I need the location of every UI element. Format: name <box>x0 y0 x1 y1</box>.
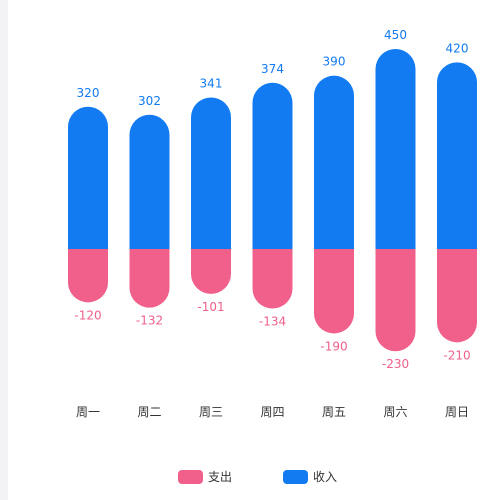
bar-income-2[interactable] <box>191 97 231 249</box>
legend: 支出 收入 <box>0 468 500 488</box>
category-label-0: 周一 <box>76 405 100 419</box>
category-label-3: 周四 <box>260 405 284 419</box>
legend-label-expense: 支出 <box>208 470 233 484</box>
value-label-income-3: 374 <box>261 62 284 76</box>
bar-income-6[interactable] <box>437 62 477 249</box>
value-label-income-4: 390 <box>323 55 346 69</box>
legend-item-expense[interactable]: 支出 <box>178 468 232 485</box>
bar-expense-6[interactable] <box>437 249 477 343</box>
value-label-income-5: 450 <box>384 28 407 42</box>
category-label-1: 周二 <box>137 405 161 419</box>
category-label-4: 周五 <box>322 405 346 419</box>
bar-income-0[interactable] <box>68 106 108 249</box>
left-edge-strip <box>0 0 8 500</box>
bar-expense-4[interactable] <box>314 249 354 334</box>
value-label-expense-6: -210 <box>443 348 470 362</box>
category-label-5: 周六 <box>383 405 407 419</box>
bar-expense-5[interactable] <box>375 249 416 352</box>
value-label-expense-3: -134 <box>259 315 286 329</box>
bar-income-3[interactable] <box>252 82 293 250</box>
legend-swatch-expense <box>178 469 203 484</box>
bar-expense-2[interactable] <box>191 249 231 294</box>
value-label-expense-5: -230 <box>382 357 409 371</box>
bar-expense-0[interactable] <box>68 249 108 303</box>
value-label-income-6: 420 <box>446 41 469 55</box>
value-label-income-0: 320 <box>77 86 100 100</box>
value-label-income-1: 302 <box>138 94 161 108</box>
value-label-expense-2: -101 <box>197 300 224 314</box>
bar-income-5[interactable] <box>375 49 416 249</box>
value-label-expense-1: -132 <box>136 314 163 328</box>
value-label-income-2: 341 <box>200 76 223 90</box>
bar-expense-3[interactable] <box>252 249 293 309</box>
bar-income-1[interactable] <box>129 114 170 249</box>
category-label-6: 周日 <box>445 405 469 419</box>
legend-swatch-income <box>283 469 308 484</box>
legend-item-income[interactable]: 收入 <box>283 468 337 485</box>
value-label-expense-4: -190 <box>320 339 347 353</box>
legend-label-income: 收入 <box>313 470 338 484</box>
bar-income-4[interactable] <box>314 75 354 250</box>
value-label-expense-0: -120 <box>74 308 101 322</box>
bar-expense-1[interactable] <box>129 249 170 308</box>
category-label-2: 周三 <box>199 405 223 419</box>
